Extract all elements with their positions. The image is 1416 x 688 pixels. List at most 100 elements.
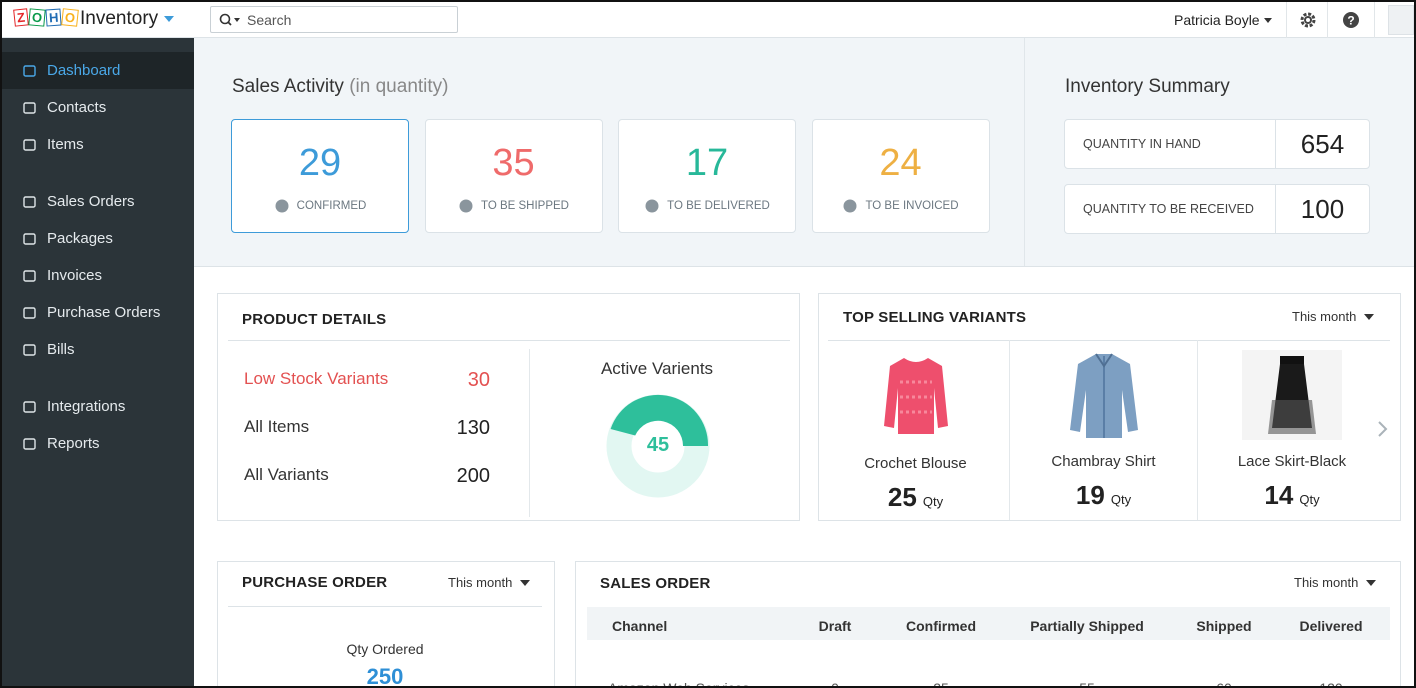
nav-item[interactable]: Reports	[2, 425, 194, 462]
nav-item[interactable]: Items	[2, 126, 194, 163]
status-icon	[645, 199, 659, 213]
table-cell: 60	[1216, 680, 1232, 688]
product-details-title: PRODUCT DETAILS	[242, 311, 387, 328]
nav-label: Integrations	[47, 398, 126, 415]
column-header: Partially Shipped	[1030, 618, 1144, 634]
product-detail-row[interactable]: All Items 130	[244, 417, 490, 440]
activity-card[interactable]: 35 TO BE SHIPPED	[424, 119, 603, 233]
variant-card[interactable]: Crochet Blouse 25 Qty	[822, 340, 1010, 520]
sales-activity-title: Sales Activity	[232, 76, 344, 97]
variant-card[interactable]: Lace Skirt-Black 14 Qty	[1198, 340, 1386, 520]
nav-label: Sales Orders	[47, 193, 135, 210]
nav-label: Purchase Orders	[47, 304, 161, 321]
variant-qty: 25	[887, 482, 917, 512]
table-cell: 0	[831, 680, 839, 688]
activity-label-row: TO BE DELIVERED	[619, 199, 795, 213]
activity-card[interactable]: 17 TO BE DELIVERED	[618, 119, 796, 233]
active-variants-label: Active Varients	[600, 359, 714, 378]
column-header: Channel	[612, 618, 668, 634]
period-dropdown[interactable]: This month	[448, 575, 531, 590]
sidebar: Dashboard Contacts Items Sales Orders Packag…	[2, 38, 194, 686]
variant-qty: 14	[1264, 480, 1294, 510]
nav-item[interactable]: Sales Orders	[2, 183, 194, 220]
qty-ordered-value: 250	[366, 664, 404, 688]
period-label: This month	[1292, 309, 1357, 324]
top-bar: Z O H O Inventory Search Patricia Boyle …	[2, 2, 1414, 38]
nav-item[interactable]: Packages	[2, 220, 194, 257]
column-header: Delivered	[1299, 618, 1363, 634]
nav-icon	[23, 270, 36, 282]
avatar[interactable]	[1388, 5, 1414, 35]
nav-icon	[23, 196, 36, 208]
logo[interactable]: Z O H O	[13, 8, 80, 27]
logo-letter: H	[45, 8, 63, 27]
qty-unit: Qty	[1110, 492, 1132, 507]
detail-label: All Items	[244, 417, 310, 436]
activity-label-row: TO BE INVOICED	[813, 199, 989, 213]
user-menu[interactable]: Patricia Boyle	[1174, 12, 1272, 28]
activity-label: TO BE INVOICED	[865, 200, 959, 212]
column-header: Draft	[818, 618, 852, 634]
activity-value: 17	[685, 142, 729, 184]
product-image	[1069, 353, 1138, 438]
detail-label: All Variants	[244, 465, 329, 484]
column-header: Confirmed	[906, 618, 976, 634]
inventory-value: 654	[1275, 120, 1369, 168]
purchase-order-title: PURCHASE ORDER	[242, 574, 388, 591]
activity-value: 24	[879, 142, 922, 184]
help-icon[interactable]: ?	[1342, 11, 1360, 29]
nav-icon	[23, 438, 36, 450]
activity-card[interactable]: 29 CONFIRMED	[231, 119, 409, 233]
inventory-label: QUANTITY TO BE RECEIVED	[1083, 202, 1254, 216]
activity-label: CONFIRMED	[296, 200, 367, 212]
nav-label: Packages	[47, 230, 113, 247]
column-header: Shipped	[1196, 618, 1252, 634]
nav-label: Invoices	[47, 267, 103, 284]
inventory-label: QUANTITY IN HAND	[1083, 137, 1201, 151]
section-title: Sales Activity (in quantity)	[232, 76, 449, 98]
app-switcher[interactable]: Inventory	[80, 8, 175, 30]
nav-item[interactable]: Contacts	[2, 89, 194, 126]
purchase-order-panel	[217, 561, 555, 686]
activity-card[interactable]: 24 TO BE INVOICED	[811, 119, 990, 233]
nav-label: Contacts	[47, 99, 107, 116]
sales-order-title: SALES ORDER	[600, 575, 711, 592]
settings-icon[interactable]	[1299, 11, 1317, 29]
activity-label-row: CONFIRMED	[232, 199, 408, 213]
period-dropdown[interactable]: This month	[1294, 575, 1377, 590]
logo-letter: Z	[13, 8, 29, 27]
table-cell: 120	[1319, 680, 1343, 688]
product-details-panel	[217, 293, 800, 521]
nav-label: Bills	[47, 341, 75, 358]
qty-unit: Qty	[922, 494, 944, 509]
table-cell: Amazon Web Services	[608, 680, 750, 688]
nav-item[interactable]: Integrations	[2, 388, 194, 425]
nav-item[interactable]: Purchase Orders	[2, 294, 194, 331]
product-detail-row[interactable]: All Variants 200	[244, 465, 490, 488]
table-cell: 55	[1079, 680, 1095, 688]
nav-icon	[23, 139, 36, 151]
svg-text:?: ?	[1347, 14, 1354, 28]
nav-icon	[23, 401, 36, 413]
sales-activity-subtitle: (in quantity)	[349, 76, 449, 97]
nav-label: Reports	[47, 435, 100, 452]
inventory-value: 100	[1275, 185, 1369, 233]
nav-item[interactable]: Bills	[2, 331, 194, 368]
product-image	[1242, 350, 1342, 440]
nav-item[interactable]: Dashboard	[2, 52, 194, 89]
activity-label: TO BE DELIVERED	[667, 200, 770, 212]
active-variants-value: 45	[646, 434, 670, 456]
variant-card[interactable]: Chambray Shirt 19 Qty	[1010, 340, 1198, 520]
nav-item[interactable]: Invoices	[2, 257, 194, 294]
detail-label: Low Stock Variants	[244, 369, 389, 388]
logo-letter: O	[61, 8, 80, 27]
variant-qty: 19	[1075, 480, 1105, 510]
search-box[interactable]: Search	[210, 6, 458, 33]
product-detail-row[interactable]: Low Stock Variants 30	[244, 369, 490, 392]
next-arrow[interactable]	[1377, 421, 1389, 437]
product-image	[883, 358, 948, 434]
period-dropdown[interactable]: This month	[1292, 309, 1375, 324]
nav-icon	[23, 65, 36, 77]
inventory-summary-title: Inventory Summary	[1065, 76, 1230, 97]
